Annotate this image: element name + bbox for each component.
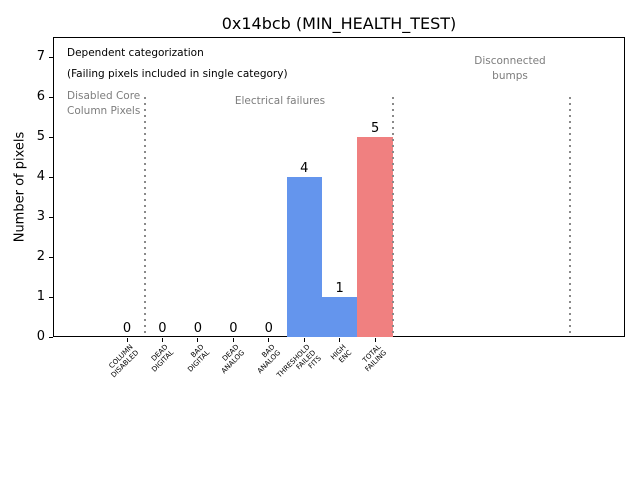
x-tick-mark bbox=[161, 338, 163, 342]
bar-value-label: 5 bbox=[371, 121, 380, 136]
x-tick-mark bbox=[126, 338, 128, 342]
x-tick-mark bbox=[232, 338, 234, 342]
y-tick-mark bbox=[49, 176, 53, 178]
category-separator-line bbox=[143, 97, 146, 337]
annotation-electrical-failures: Electrical failures bbox=[234, 95, 326, 107]
x-tick-mark bbox=[268, 338, 270, 342]
axes-frame bbox=[53, 37, 625, 337]
y-tick-mark bbox=[49, 296, 53, 298]
bar-value-label: 1 bbox=[335, 281, 344, 296]
bar-value-label: 0 bbox=[264, 321, 273, 336]
bar-value-label: 0 bbox=[122, 321, 132, 336]
annotation-failing-pixels-note: (Failing pixels included in single categ… bbox=[67, 68, 288, 80]
x-tick-mark bbox=[339, 338, 341, 342]
y-tick-label: 4 bbox=[36, 169, 45, 184]
chart-title: 0x14bcb (MIN_HEALTH_TEST) bbox=[221, 14, 457, 33]
category-separator-line bbox=[569, 97, 572, 337]
bar-value-label: 0 bbox=[193, 321, 203, 336]
bar bbox=[286, 177, 322, 337]
annotation-disconnected-bumps: Disconnected bumps bbox=[474, 55, 546, 82]
bar-value-label: 0 bbox=[158, 321, 167, 336]
x-tick-mark bbox=[303, 338, 305, 342]
y-tick-mark bbox=[49, 136, 53, 138]
y-tick-mark bbox=[49, 56, 53, 58]
category-separator-line bbox=[391, 97, 394, 337]
bar bbox=[357, 137, 393, 337]
y-tick-label: 6 bbox=[36, 89, 45, 104]
x-tick-mark bbox=[197, 338, 199, 342]
bar bbox=[321, 297, 358, 337]
bar-value-label: 4 bbox=[300, 161, 309, 176]
y-tick-label: 1 bbox=[36, 289, 45, 304]
annotation-dependent-categorization: Dependent categorization bbox=[67, 47, 204, 59]
y-tick-mark bbox=[49, 96, 53, 98]
y-tick-label: 5 bbox=[36, 129, 45, 144]
y-tick-label: 3 bbox=[36, 209, 45, 224]
x-tick-mark bbox=[374, 338, 376, 342]
bar-value-label: 0 bbox=[229, 321, 238, 336]
y-axis-label: Number of pixels bbox=[12, 131, 28, 243]
y-tick-mark bbox=[49, 216, 53, 218]
annotation-disabled-core-column-pixels: Disabled Core Column Pixels bbox=[66, 88, 143, 120]
y-tick-label: 0 bbox=[36, 329, 45, 344]
y-tick-mark bbox=[49, 336, 53, 338]
y-tick-label: 7 bbox=[36, 49, 45, 64]
y-tick-label: 2 bbox=[36, 249, 45, 264]
y-tick-mark bbox=[49, 256, 53, 258]
